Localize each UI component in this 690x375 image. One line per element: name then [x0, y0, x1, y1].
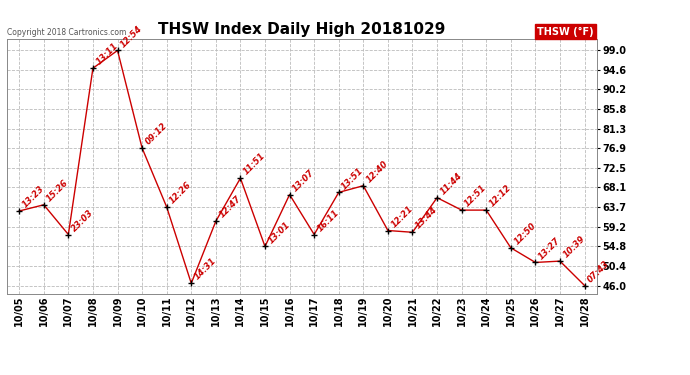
Text: Copyright 2018 Cartronics.com: Copyright 2018 Cartronics.com	[7, 28, 126, 37]
Text: 13:27: 13:27	[537, 236, 562, 261]
Text: 13:23: 13:23	[21, 184, 46, 210]
Text: THSW (°F): THSW (°F)	[538, 27, 594, 37]
Text: 12:47: 12:47	[217, 195, 243, 220]
Text: 12:12: 12:12	[488, 183, 513, 209]
Text: 13:44: 13:44	[414, 206, 440, 231]
Text: 14:31: 14:31	[193, 256, 218, 282]
Text: 09:12: 09:12	[144, 121, 169, 147]
Text: 15:26: 15:26	[45, 178, 70, 203]
Text: 12:50: 12:50	[512, 221, 538, 246]
Text: 23:03: 23:03	[70, 208, 95, 233]
Text: 12:51: 12:51	[463, 183, 489, 209]
Text: 13:11: 13:11	[95, 42, 119, 67]
Text: 13:07: 13:07	[291, 168, 316, 193]
Text: 07:43: 07:43	[586, 259, 611, 284]
Text: 12:40: 12:40	[365, 159, 390, 184]
Text: 10:39: 10:39	[562, 234, 586, 260]
Text: 13:51: 13:51	[340, 166, 366, 191]
Title: THSW Index Daily High 20181029: THSW Index Daily High 20181029	[158, 22, 446, 37]
Text: 11:51: 11:51	[241, 152, 267, 177]
Text: 11:44: 11:44	[438, 171, 464, 196]
Text: 12:54: 12:54	[119, 24, 144, 49]
Text: 16:11: 16:11	[315, 208, 341, 233]
Text: 13:01: 13:01	[266, 220, 292, 245]
Text: 12:21: 12:21	[389, 204, 415, 229]
Text: 12:26: 12:26	[168, 180, 193, 206]
